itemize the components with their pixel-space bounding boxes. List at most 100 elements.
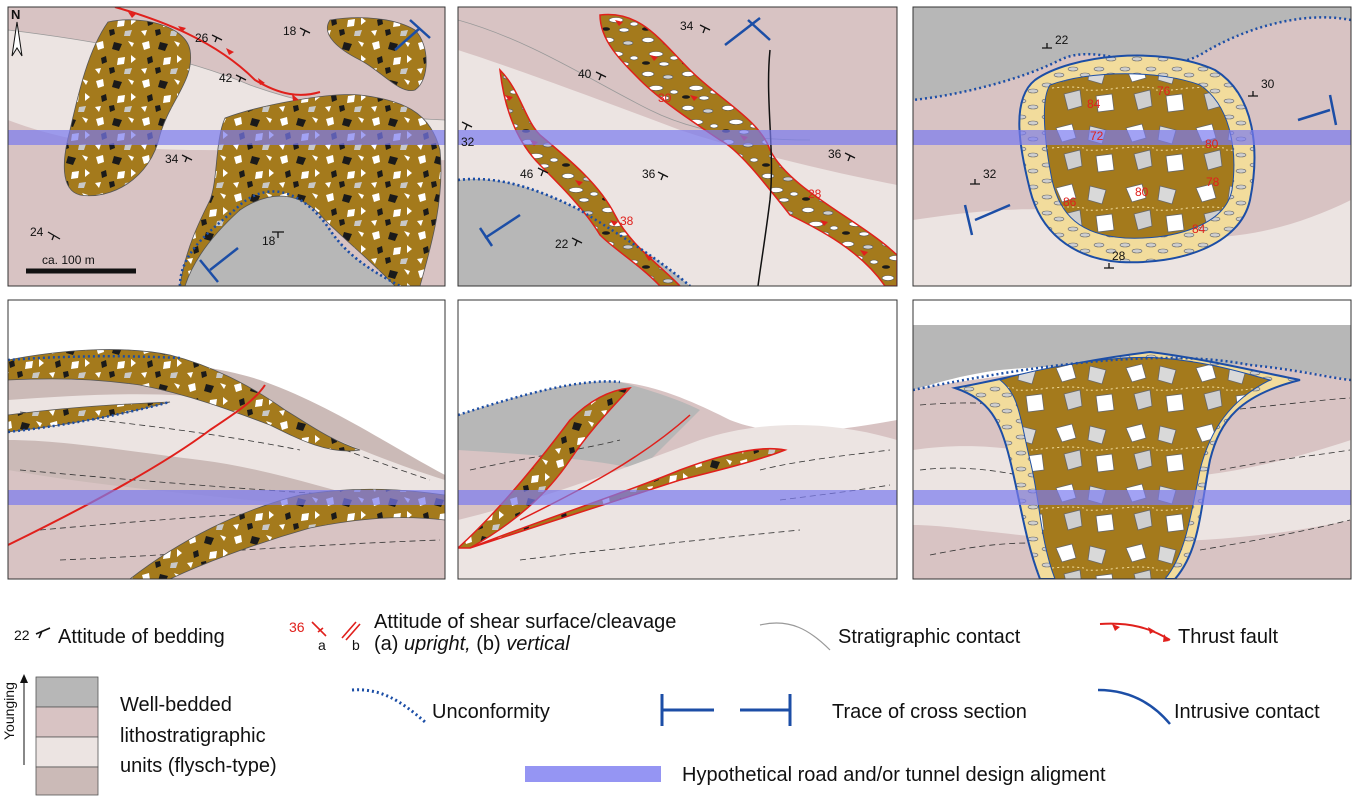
north-label: N <box>11 7 20 22</box>
road-alignment <box>913 130 1351 145</box>
melange-layer <box>129 488 445 579</box>
north-arrow-icon <box>11 21 23 57</box>
unit-swatch-mauve <box>35 766 99 796</box>
legend-intrusive-label: Intrusive contact <box>1174 701 1320 723</box>
legend-bedding-value: 22 <box>14 627 30 643</box>
panel-border <box>457 6 898 287</box>
legend-bedding-label: Attitude of bedding <box>58 626 225 648</box>
shear-label: 84 <box>1087 97 1101 111</box>
strat-contact-icon <box>759 622 831 651</box>
bedding-label: 22 <box>1055 33 1069 47</box>
melange-layer <box>8 349 361 452</box>
shear-label: 86 <box>1063 195 1077 209</box>
bedding-label: 28 <box>1112 249 1126 263</box>
legend-units-line1: Well-bedded <box>120 694 232 716</box>
scale-label: ca. 100 m <box>42 253 95 267</box>
unit-swatch-cream <box>35 736 99 768</box>
panel-border <box>457 299 898 580</box>
grey-unit <box>913 7 1351 100</box>
intrusion-core <box>1043 73 1235 239</box>
bedding-label: 34 <box>680 19 694 33</box>
shear-label: 84 <box>1192 222 1206 236</box>
panel-border <box>7 6 446 287</box>
panel-border <box>7 299 446 580</box>
panel-5-section <box>457 299 898 580</box>
fault-line <box>757 49 773 286</box>
road-alignment <box>458 490 897 505</box>
thrust-teeth-icon <box>1112 624 1169 642</box>
legend-shear-sublabel: (a) upright, (b) vertical <box>374 633 570 655</box>
bedding-label: 34 <box>165 152 179 166</box>
shear-label: 38 <box>620 214 634 228</box>
shear-upright-icon <box>311 621 327 637</box>
cross-section-trace <box>478 17 771 247</box>
unconformity-line <box>8 400 171 434</box>
legend-shear-value: 36 <box>289 619 305 635</box>
panel-6-section <box>912 299 1352 580</box>
unconformity-line <box>8 355 181 362</box>
bedding-label: 24 <box>30 225 44 239</box>
road-alignment <box>8 490 445 505</box>
bedding-symbol-icon <box>35 627 51 639</box>
younging-label: Younging <box>1 682 17 740</box>
shear-label: 30 <box>658 91 672 105</box>
legend-units-line2: lithostratigraphic <box>120 725 266 747</box>
younging-arrow-head-icon <box>20 674 28 683</box>
bedding-label: 42 <box>219 71 233 85</box>
bedding-label: 18 <box>262 234 276 248</box>
shear-label: 72 <box>1090 129 1104 143</box>
unit-swatch-grey <box>35 676 99 708</box>
road-swatch <box>525 766 661 782</box>
thrust-fault-icon <box>1099 622 1171 641</box>
legend-strat-label: Stratigraphic contact <box>838 626 1021 648</box>
panel-2-map: 34 40 32 46 36 36 22 30 28 38 <box>457 6 898 287</box>
panel-4-section <box>7 299 446 580</box>
bedding-label: 30 <box>1261 77 1275 91</box>
legend-shear-b: b <box>352 637 360 653</box>
bedding-label: 36 <box>828 147 842 161</box>
unconformity-line <box>458 380 621 417</box>
panel-1-map: 26 18 42 34 24 18 N ca. 100 m <box>7 6 446 287</box>
unconformity-line <box>178 190 401 286</box>
road-alignment <box>8 130 445 145</box>
bedding-label: 36 <box>642 167 656 181</box>
bedding-symbols <box>461 24 856 247</box>
thrust-fault <box>114 7 321 96</box>
bedding-label: 32 <box>461 135 475 149</box>
bedding-label: 32 <box>983 167 997 181</box>
unconformity-line <box>913 356 1351 392</box>
legend-trace-label: Trace of cross section <box>832 701 1027 723</box>
legend-road-label: Hypothetical road and/or tunnel design a… <box>682 764 1106 786</box>
shear-label: 80 <box>1205 137 1219 151</box>
shear-label: 78 <box>1206 175 1220 189</box>
intrusive-contact-icon <box>1097 688 1171 725</box>
panel-border <box>912 6 1352 287</box>
shear-label: 80 <box>1135 185 1149 199</box>
panel-border <box>912 299 1352 580</box>
unit-swatch-rose <box>35 706 99 738</box>
shear-label: 28 <box>808 187 822 201</box>
bedding-label: 22 <box>555 237 569 251</box>
bedding-label: 46 <box>520 167 534 181</box>
cross-section-trace <box>963 94 1338 236</box>
thrust-fault <box>519 414 691 521</box>
bedding-label: 40 <box>578 67 592 81</box>
panel-3-map: 22 30 32 28 84 76 72 80 86 80 78 84 <box>912 6 1352 287</box>
shear-vertical-icon <box>341 621 361 641</box>
melange-body <box>327 17 427 92</box>
cross-section-trace <box>199 19 431 283</box>
legend-shear-label: Attitude of shear surface/cleavage <box>374 611 676 633</box>
road-alignment <box>913 490 1351 505</box>
legend-thrust-label: Thrust fault <box>1178 626 1278 648</box>
melange-belt <box>599 13 897 286</box>
thrust-fault <box>8 384 266 546</box>
legend-unconformity-label: Unconformity <box>432 701 550 723</box>
cross-section-trace-icon <box>660 694 792 726</box>
unconformity-icon <box>351 688 426 724</box>
melange-body <box>63 19 192 197</box>
shear-label: 76 <box>1157 84 1171 98</box>
unconformity-line <box>913 16 1351 102</box>
bedding-symbols <box>47 27 311 241</box>
legend-units-line3: units (flysch-type) <box>120 755 277 777</box>
